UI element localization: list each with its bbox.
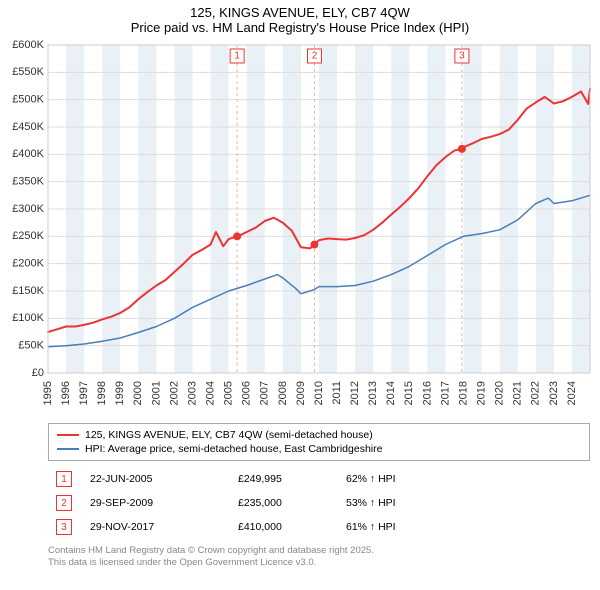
- chart-plot: £0 £50K £100K £150K £200K £250K £300K £350K £400…: [0, 39, 600, 419]
- svg-text:£500K: £500K: [12, 94, 44, 106]
- svg-text:2014: 2014: [385, 381, 397, 405]
- legend-row: 125, KINGS AVENUE, ELY, CB7 4QW (semi-de…: [57, 428, 581, 442]
- svg-text:2002: 2002: [168, 381, 180, 405]
- svg-text:2006: 2006: [241, 381, 253, 405]
- events-table: 1 22-JUN-2005 £249,995 62% ↑ HPI 2 29-SE…: [48, 461, 590, 541]
- svg-text:2020: 2020: [494, 381, 506, 405]
- svg-text:2015: 2015: [403, 381, 415, 405]
- svg-text:£100K: £100K: [12, 312, 44, 324]
- event-marker-icon: 2: [56, 495, 72, 511]
- svg-text:£0: £0: [32, 367, 44, 379]
- svg-text:1: 1: [234, 51, 240, 62]
- title-block: 125, KINGS AVENUE, ELY, CB7 4QW Price pa…: [0, 0, 600, 39]
- event-row: 3 29-NOV-2017 £410,000 61% ↑ HPI: [56, 515, 582, 539]
- svg-text:2004: 2004: [205, 381, 217, 405]
- legend-label: 125, KINGS AVENUE, ELY, CB7 4QW (semi-de…: [85, 429, 373, 441]
- svg-text:2021: 2021: [512, 381, 524, 405]
- svg-text:2010: 2010: [313, 381, 325, 405]
- svg-text:2007: 2007: [259, 381, 271, 405]
- event-date: 29-NOV-2017: [90, 521, 220, 533]
- svg-text:2011: 2011: [331, 381, 343, 405]
- svg-text:£550K: £550K: [12, 66, 44, 78]
- svg-text:2005: 2005: [223, 381, 235, 405]
- footer-line-2: This data is licensed under the Open Gov…: [48, 557, 590, 569]
- svg-text:2018: 2018: [457, 381, 469, 405]
- svg-text:2022: 2022: [530, 381, 542, 405]
- svg-text:1997: 1997: [78, 381, 90, 405]
- svg-text:3: 3: [459, 51, 465, 62]
- event-pct-hpi: 62% ↑ HPI: [346, 473, 456, 485]
- svg-text:£600K: £600K: [12, 39, 44, 51]
- svg-text:£400K: £400K: [12, 148, 44, 160]
- svg-text:£450K: £450K: [12, 121, 44, 133]
- event-marker-icon: 3: [56, 519, 72, 535]
- legend-swatch: [57, 448, 79, 450]
- svg-text:2016: 2016: [421, 381, 433, 405]
- legend: 125, KINGS AVENUE, ELY, CB7 4QW (semi-de…: [48, 423, 590, 461]
- legend-row: HPI: Average price, semi-detached house,…: [57, 442, 581, 456]
- title-line-1: 125, KINGS AVENUE, ELY, CB7 4QW: [0, 5, 600, 20]
- svg-text:2: 2: [312, 51, 318, 62]
- svg-text:£200K: £200K: [12, 258, 44, 270]
- event-price: £249,995: [238, 473, 328, 485]
- svg-text:£250K: £250K: [12, 230, 44, 242]
- event-price: £235,000: [238, 497, 328, 509]
- event-row: 1 22-JUN-2005 £249,995 62% ↑ HPI: [56, 467, 582, 491]
- title-line-2: Price paid vs. HM Land Registry's House …: [0, 20, 600, 35]
- svg-text:2019: 2019: [476, 381, 488, 405]
- legend-swatch: [57, 434, 79, 436]
- event-price: £410,000: [238, 521, 328, 533]
- svg-text:2000: 2000: [132, 381, 144, 405]
- event-marker-icon: 1: [56, 471, 72, 487]
- svg-text:2017: 2017: [439, 381, 451, 405]
- event-pct-hpi: 53% ↑ HPI: [346, 497, 456, 509]
- svg-text:2023: 2023: [548, 381, 560, 405]
- svg-text:2009: 2009: [295, 381, 307, 405]
- footer-attribution: Contains HM Land Registry data © Crown c…: [48, 541, 590, 570]
- svg-text:2008: 2008: [277, 381, 289, 405]
- svg-text:1995: 1995: [42, 381, 54, 405]
- svg-text:£350K: £350K: [12, 176, 44, 188]
- svg-text:£300K: £300K: [12, 203, 44, 215]
- svg-text:1996: 1996: [60, 381, 72, 405]
- event-date: 29-SEP-2009: [90, 497, 220, 509]
- event-date: 22-JUN-2005: [90, 473, 220, 485]
- chart-container: 125, KINGS AVENUE, ELY, CB7 4QW Price pa…: [0, 0, 600, 590]
- chart-svg: £0 £50K £100K £150K £200K £250K £300K £350K £400…: [0, 39, 600, 419]
- svg-text:£150K: £150K: [12, 285, 44, 297]
- svg-text:1999: 1999: [114, 381, 126, 405]
- svg-text:2003: 2003: [186, 381, 198, 405]
- svg-text:1998: 1998: [96, 381, 108, 405]
- svg-text:2013: 2013: [367, 381, 379, 405]
- svg-text:2001: 2001: [150, 381, 162, 405]
- event-row: 2 29-SEP-2009 £235,000 53% ↑ HPI: [56, 491, 582, 515]
- footer-line-1: Contains HM Land Registry data © Crown c…: [48, 545, 590, 557]
- event-pct-hpi: 61% ↑ HPI: [346, 521, 456, 533]
- svg-text:£50K: £50K: [18, 340, 44, 352]
- svg-text:2024: 2024: [566, 381, 578, 405]
- legend-label: HPI: Average price, semi-detached house,…: [85, 443, 382, 455]
- svg-text:2012: 2012: [349, 381, 361, 405]
